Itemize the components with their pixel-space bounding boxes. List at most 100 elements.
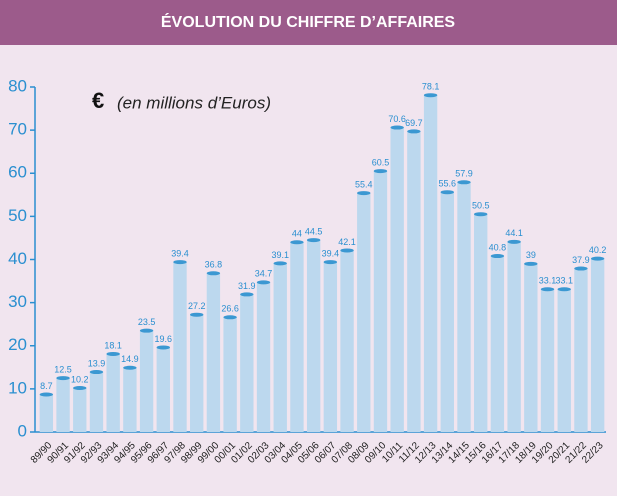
bar-cap	[240, 292, 254, 297]
bar	[56, 378, 70, 432]
value-label: 33.1	[555, 276, 573, 286]
bar	[474, 214, 488, 432]
bar	[574, 268, 588, 432]
bar	[357, 193, 371, 432]
bar-cap	[156, 345, 170, 350]
value-label: 39.1	[271, 250, 289, 260]
bar	[106, 353, 120, 432]
bar	[590, 258, 605, 432]
bar-cap	[524, 261, 538, 266]
bar-cap	[89, 370, 104, 375]
y-tick-label: 80	[8, 76, 27, 95]
value-label: 50.5	[472, 201, 490, 211]
value-label: 31.9	[238, 281, 256, 291]
bar-cap	[106, 351, 120, 356]
bar-cap	[340, 248, 354, 253]
bar	[490, 256, 505, 432]
bar	[340, 250, 354, 432]
bar	[323, 262, 338, 432]
value-label: 8.7	[40, 381, 53, 391]
value-label: 44	[292, 229, 302, 239]
bar-cap	[306, 238, 321, 243]
bar-cap	[73, 386, 87, 391]
value-label: 18.1	[104, 340, 122, 350]
value-label: 57.9	[455, 169, 473, 179]
value-label: 13.9	[88, 358, 106, 368]
bar-cap	[323, 260, 338, 265]
bar-cap	[39, 392, 54, 397]
value-label: 55.6	[439, 179, 457, 189]
value-label: 40.2	[589, 245, 607, 255]
value-label: 33.1	[539, 276, 557, 286]
bar	[156, 347, 170, 432]
bar-cap	[407, 129, 421, 134]
bar	[524, 263, 538, 432]
value-label: 60.5	[372, 157, 390, 167]
value-label: 39	[526, 250, 536, 260]
bar	[190, 314, 204, 432]
bar-cap	[423, 93, 438, 98]
y-tick-label: 30	[8, 292, 27, 311]
bar	[290, 242, 304, 432]
bar	[139, 330, 154, 432]
value-label: 26.6	[221, 304, 239, 314]
header-bar	[0, 0, 617, 45]
bar-cap	[123, 365, 137, 370]
y-tick-label: 40	[8, 249, 27, 268]
bar	[507, 241, 521, 432]
bar	[240, 294, 254, 432]
value-label: 39.4	[171, 248, 189, 258]
y-tick-label: 70	[8, 120, 27, 139]
value-label: 69.7	[405, 118, 423, 128]
bar-cap	[557, 287, 571, 292]
bar	[373, 171, 388, 432]
bar	[173, 262, 187, 432]
unit-symbol: €	[92, 88, 104, 113]
bar	[306, 240, 321, 432]
value-label: 36.8	[205, 260, 223, 270]
value-label: 19.6	[155, 334, 173, 344]
value-label: 78.1	[422, 82, 440, 92]
bar	[73, 388, 87, 432]
value-label: 27.2	[188, 301, 206, 311]
value-label: 14.9	[121, 354, 139, 364]
value-label: 70.6	[388, 114, 406, 124]
value-label: 39.4	[322, 248, 340, 258]
bar	[39, 394, 54, 432]
bar-cap	[574, 266, 588, 271]
y-tick-label: 10	[8, 378, 27, 397]
value-label: 23.5	[138, 317, 156, 327]
bar-cap	[223, 315, 237, 320]
value-label: 44.5	[305, 226, 323, 236]
bar-cap	[357, 191, 371, 196]
bar	[540, 289, 555, 432]
bar	[206, 273, 221, 432]
bar	[223, 317, 237, 432]
bar-cap	[440, 190, 454, 195]
bar-cap	[540, 287, 555, 292]
chart-title: ÉVOLUTION DU CHIFFRE D’AFFAIRES	[161, 12, 456, 31]
bar-cap	[590, 256, 605, 261]
bar-cap	[490, 254, 505, 259]
value-label: 12.5	[54, 364, 72, 374]
bar-cap	[206, 271, 221, 276]
value-label: 42.1	[338, 237, 356, 247]
bar-cap	[190, 312, 204, 317]
y-tick-label: 60	[8, 163, 27, 182]
bar	[273, 263, 287, 432]
bar	[440, 192, 454, 432]
bar	[123, 367, 137, 432]
value-label: 37.9	[572, 255, 590, 265]
bar-cap	[173, 260, 187, 265]
bar	[256, 282, 271, 432]
value-label: 40.8	[489, 242, 507, 252]
bar	[457, 182, 471, 432]
bar-cap	[373, 169, 388, 174]
bar	[390, 127, 404, 432]
value-label: 10.2	[71, 374, 89, 384]
bar	[89, 372, 104, 432]
bar	[557, 289, 571, 432]
y-tick-label: 50	[8, 206, 27, 225]
bar-cap	[507, 239, 521, 244]
